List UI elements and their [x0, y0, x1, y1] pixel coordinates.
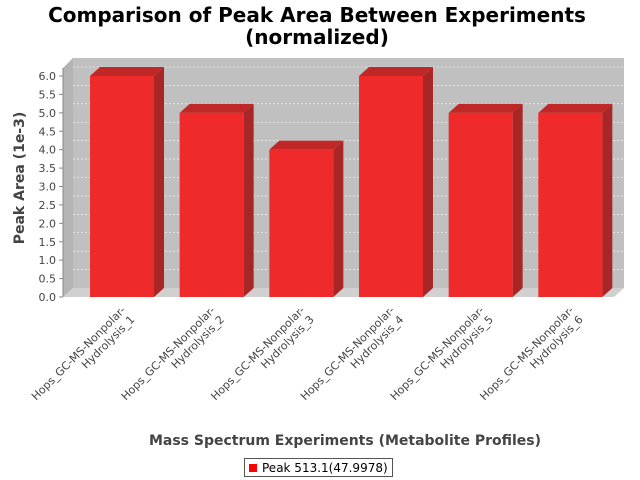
legend-label: Peak 513.1(47.9978) — [262, 460, 388, 475]
plot-left-wall — [63, 58, 73, 297]
y-tick-label: 3.0 — [39, 181, 57, 194]
x-tick-labels: Hops_GC-MS-Nonpolar-Hydrolysis_1Hops_GC-… — [29, 304, 586, 403]
y-tick-label: 2.0 — [39, 217, 57, 230]
legend: Peak 513.1(47.9978) — [244, 458, 393, 477]
y-tick-label: 3.5 — [39, 162, 57, 175]
plot-background — [73, 58, 624, 288]
bar — [448, 103, 523, 297]
chart-title: Comparison of Peak Area Between Experime… — [48, 3, 586, 27]
y-tick-label: 6.0 — [39, 70, 57, 83]
chart-subtitle: (normalized) — [245, 25, 389, 49]
y-tick-label: 4.5 — [39, 125, 57, 138]
y-tick-label: 5.5 — [39, 88, 57, 101]
bar — [359, 67, 433, 297]
y-tick-label: 1.0 — [39, 254, 57, 267]
x-axis-title: Mass Spectrum Experiments (Metabolite Pr… — [149, 433, 541, 449]
y-tick-label: 4.0 — [39, 144, 57, 157]
bars — [90, 67, 613, 297]
bar — [269, 140, 344, 297]
y-tick-label: 1.5 — [39, 236, 57, 249]
bar — [538, 103, 613, 297]
legend-swatch — [249, 463, 257, 472]
y-tick-labels: 0.0 0.5 1.0 1.5 2.0 2.5 3.0 3.5 4.0 4.5 5.0 5.5 6.0 — [39, 70, 63, 304]
bar — [90, 67, 164, 297]
bar — [179, 103, 254, 297]
y-tick-label: 5.0 — [39, 107, 57, 120]
y-tick-label: 2.5 — [39, 199, 57, 212]
y-axis-title: Peak Area (1e-3) — [12, 112, 28, 245]
y-tick-label: 0.5 — [39, 273, 57, 286]
y-tick-label: 0.0 — [39, 291, 57, 304]
plot-area — [63, 58, 624, 297]
